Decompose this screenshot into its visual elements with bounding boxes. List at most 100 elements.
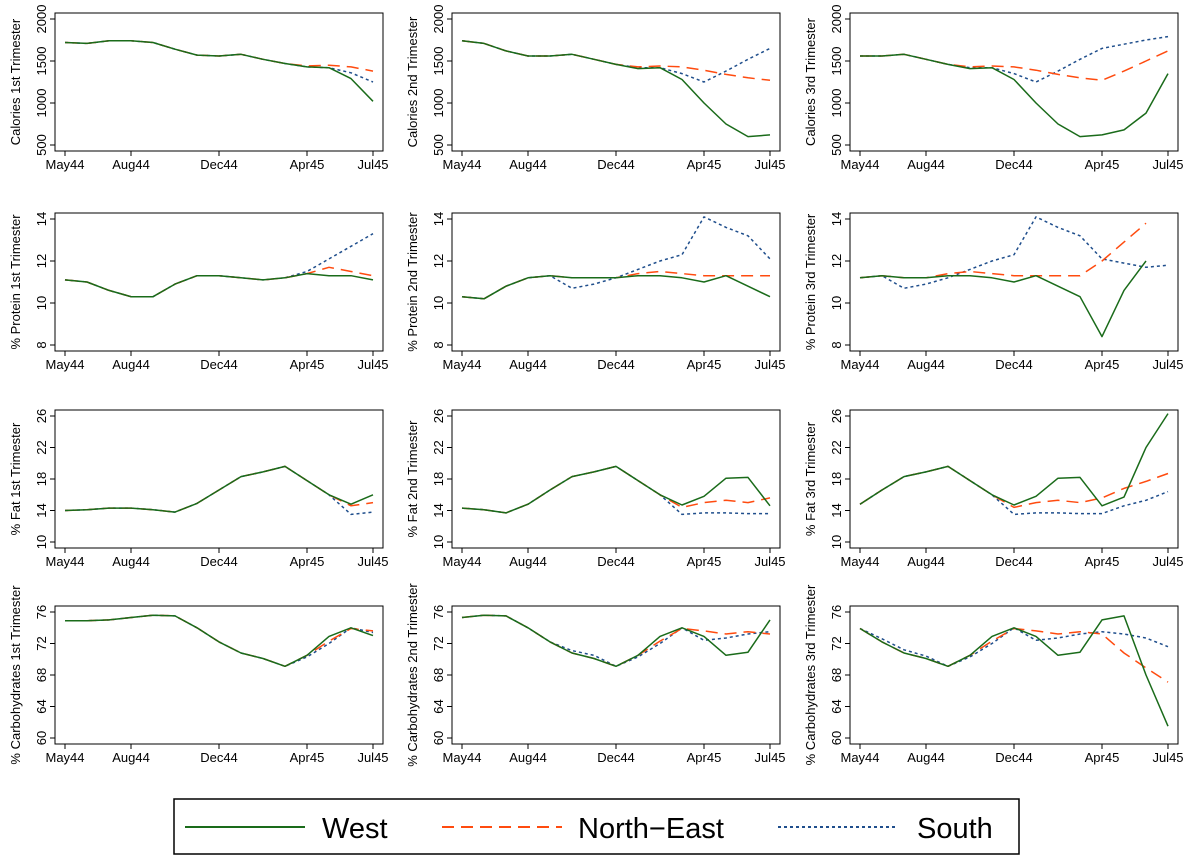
plot-frame [451, 212, 781, 352]
y-tick-label: 60 [34, 731, 49, 745]
x-tick-label: Apr45 [290, 750, 325, 765]
series-line-west [64, 40, 374, 102]
x-tick-label: Dec44 [995, 554, 1033, 569]
y-tick-label: 12 [34, 254, 49, 268]
y-axis-label: % Protein 1st Trimester [8, 214, 23, 350]
x-tick-label: Aug44 [907, 750, 945, 765]
x-tick-label: Apr45 [1085, 554, 1120, 569]
y-tick-label: 12 [829, 254, 844, 268]
x-tick-label: Jul45 [1152, 157, 1183, 172]
y-axis-label: Calories 2nd Trimester [405, 16, 420, 147]
y-tick-label: 10 [829, 535, 844, 549]
series-line-south [64, 40, 374, 83]
x-tick-label: May44 [442, 750, 481, 765]
series-line-south [859, 465, 1169, 516]
series-line-west [461, 40, 771, 138]
series-line-north-east [859, 465, 1169, 509]
y-tick-label: 72 [34, 636, 49, 650]
x-tick-label: Dec44 [200, 554, 238, 569]
panel: 60 64 68 72 76 May44 Aug44 Dec44 Apr45 Jul45 % Car… [803, 584, 1184, 765]
series-line-north-east [859, 627, 1169, 683]
legend-label: South [917, 813, 993, 845]
x-tick-label: May44 [45, 357, 84, 372]
y-tick-label: 18 [829, 472, 844, 486]
series-line-west [461, 465, 771, 514]
series-line-west [859, 413, 1169, 507]
series-line-south [461, 216, 771, 300]
x-tick-label: Dec44 [597, 157, 635, 172]
panel: 10 14 18 22 26 May44 Aug44 Dec44 Apr45 Jul45 % Fat… [405, 409, 786, 569]
x-tick-label: Apr45 [687, 357, 722, 372]
panel: 500 1000 1500 2000 May44 Aug44 Dec44 Apr45 Jul45… [405, 5, 786, 172]
x-tick-label: Aug44 [509, 357, 547, 372]
series-line-south [461, 40, 771, 83]
x-tick-label: Dec44 [597, 357, 635, 372]
series-line-west [860, 53, 1169, 138]
panel: 8 10 12 14 May44 Aug44 Dec44 Apr45 Jul45 % Protei… [8, 212, 389, 372]
y-tick-label: 10 [431, 296, 446, 310]
x-tick-label: Apr45 [687, 554, 722, 569]
y-tick-label: 8 [431, 341, 446, 348]
x-tick-label: Dec44 [995, 157, 1033, 172]
x-tick-label: May44 [442, 357, 481, 372]
x-tick-label: Dec44 [597, 554, 635, 569]
y-tick-label: 26 [431, 409, 446, 423]
y-tick-label: 1000 [829, 89, 844, 118]
series-line-north-east [461, 465, 771, 514]
x-tick-label: Aug44 [907, 357, 945, 372]
x-tick-label: Aug44 [509, 157, 547, 172]
y-tick-label: 12 [431, 254, 446, 268]
y-tick-label: 68 [431, 668, 446, 682]
panel: 60 64 68 72 76 May44 Aug44 Dec44 Apr45 Jul45 % Car… [405, 583, 786, 767]
series-line-north-east [65, 614, 374, 668]
series-line-west [64, 272, 374, 298]
panel: 500 1000 1500 2000 May44 Aug44 Dec44 Apr45 Jul45… [803, 5, 1184, 172]
series-line-north-east [64, 266, 374, 298]
x-tick-label: Dec44 [200, 750, 238, 765]
panel: 10 14 18 22 26 May44 Aug44 Dec44 Apr45 Jul45 % Fat… [8, 409, 389, 569]
y-tick-label: 500 [431, 134, 446, 156]
x-tick-label: Aug44 [112, 554, 150, 569]
y-axis-label: % Carbohydrates 2nd Trimester [405, 583, 420, 767]
y-tick-label: 72 [431, 636, 446, 650]
y-axis-label: % Protein 2nd Trimester [405, 212, 420, 352]
y-tick-label: 26 [34, 409, 49, 423]
x-tick-label: Jul45 [357, 157, 388, 172]
x-tick-label: Aug44 [907, 554, 945, 569]
series-line-west [859, 615, 1169, 727]
x-tick-label: Dec44 [597, 750, 635, 765]
x-tick-label: May44 [840, 357, 879, 372]
panel: 8 10 12 14 May44 Aug44 Dec44 Apr45 Jul45 % Protei… [405, 212, 786, 372]
y-tick-label: 500 [34, 134, 49, 156]
x-tick-label: May44 [442, 157, 481, 172]
plot-frame [451, 605, 781, 745]
legend-label: North−East [578, 813, 724, 845]
y-axis-label: % Fat 1st Trimester [8, 422, 23, 535]
x-tick-label: Apr45 [1085, 750, 1120, 765]
x-tick-label: Apr45 [290, 357, 325, 372]
y-tick-label: 68 [34, 668, 49, 682]
x-tick-label: Jul45 [1152, 554, 1183, 569]
x-tick-label: Aug44 [509, 750, 547, 765]
y-tick-label: 1000 [34, 89, 49, 118]
x-tick-label: Dec44 [995, 357, 1033, 372]
x-tick-label: Jul45 [357, 357, 388, 372]
plot-frame [54, 212, 384, 352]
series-line-west [65, 614, 374, 668]
x-tick-label: Jul45 [754, 750, 785, 765]
y-tick-label: 64 [829, 699, 844, 713]
series-line-south [65, 614, 374, 668]
y-tick-label: 72 [829, 636, 844, 650]
plot-frame [54, 12, 384, 152]
panel: 8 10 12 14 May44 Aug44 Dec44 Apr45 Jul45 % Protei… [803, 212, 1184, 372]
x-tick-label: Dec44 [200, 357, 238, 372]
y-tick-label: 10 [431, 535, 446, 549]
y-tick-label: 22 [431, 440, 446, 454]
x-tick-label: May44 [840, 157, 879, 172]
y-tick-label: 64 [431, 699, 446, 713]
x-tick-label: Jul45 [1152, 750, 1183, 765]
y-tick-label: 64 [34, 699, 49, 713]
y-axis-label: % Protein 3rd Trimester [803, 213, 818, 350]
y-tick-label: 2000 [34, 5, 49, 34]
series-line-west [64, 465, 374, 513]
